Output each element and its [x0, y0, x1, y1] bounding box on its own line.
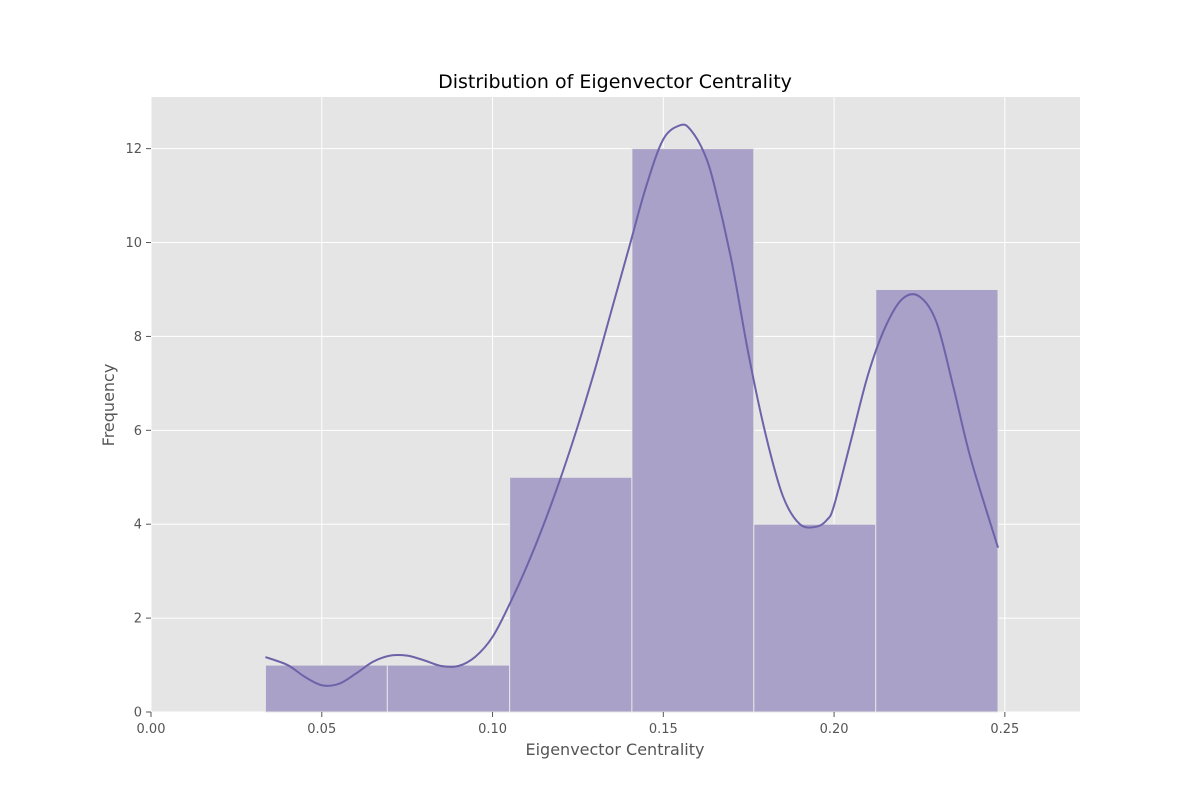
- y-tick-label: 10: [125, 236, 142, 251]
- y-axis-ticks: 0 2 4 6 8 10 12: [125, 142, 151, 721]
- y-tick-label: 4: [134, 518, 142, 533]
- x-tick-label: 0.15: [649, 722, 678, 737]
- histogram-bar: [386, 664, 511, 713]
- y-tick-label: 8: [134, 330, 142, 345]
- y-tick-label: 6: [134, 424, 142, 439]
- histogram-bar: [753, 523, 877, 713]
- y-axis-label: Frequency: [99, 364, 118, 447]
- x-axis-label: Eigenvector Centrality: [526, 740, 705, 759]
- x-tick-label: 0.25: [990, 722, 1019, 737]
- histogram-bar: [631, 148, 755, 713]
- histogram-bar: [509, 476, 633, 713]
- y-tick-label: 2: [134, 612, 142, 627]
- y-tick-label: 12: [125, 142, 142, 157]
- histogram-bar: [875, 288, 999, 713]
- chart-title: Distribution of Eigenvector Centrality: [438, 71, 792, 93]
- x-tick-label: 0.05: [307, 722, 336, 737]
- x-axis-ticks: 0.00 0.05 0.10 0.15 0.20 0.25: [137, 712, 1019, 737]
- x-tick-label: 0.10: [478, 722, 507, 737]
- x-tick-label: 0.20: [820, 722, 849, 737]
- histogram-bars: [264, 148, 999, 713]
- histogram-bar: [264, 664, 388, 713]
- x-tick-label: 0.00: [137, 722, 166, 737]
- kde-curve: [265, 123, 999, 687]
- y-tick-label: 0: [134, 706, 142, 721]
